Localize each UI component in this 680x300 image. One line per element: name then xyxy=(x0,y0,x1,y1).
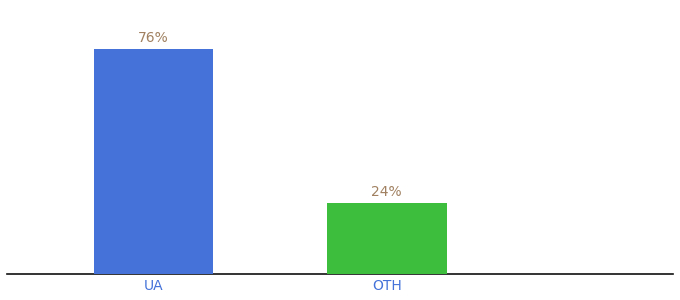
Text: 24%: 24% xyxy=(371,185,402,200)
Text: 76%: 76% xyxy=(138,31,169,45)
Bar xyxy=(326,203,447,274)
Bar xyxy=(94,49,214,274)
